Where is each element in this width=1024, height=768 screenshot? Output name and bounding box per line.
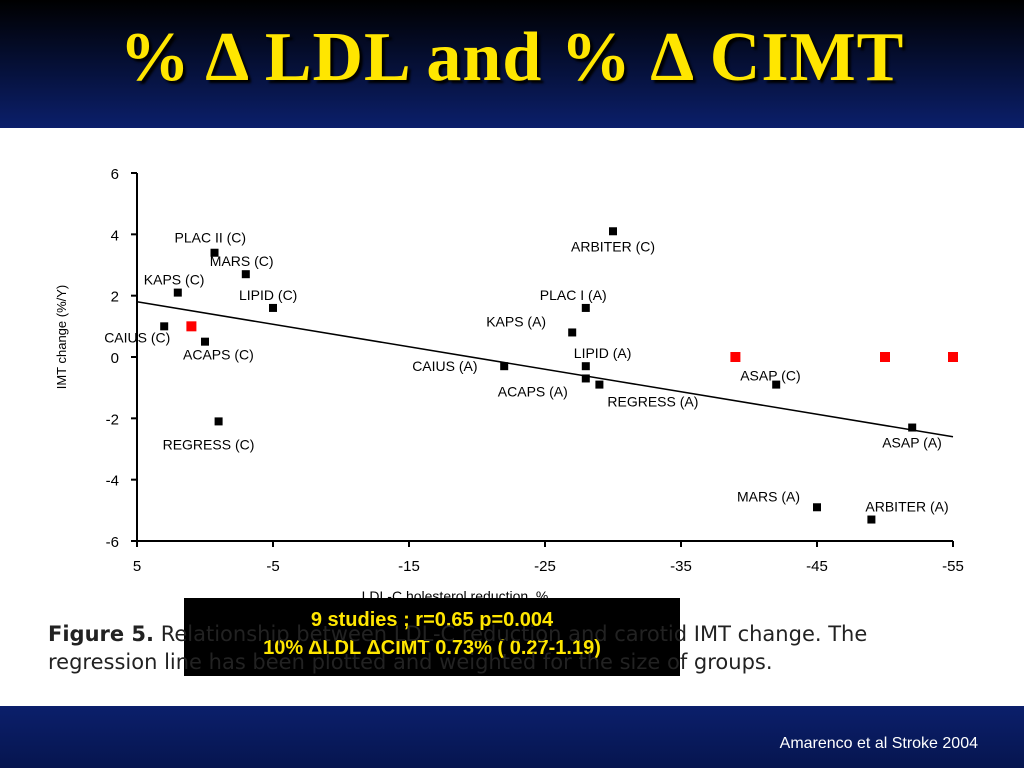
data-point [500, 362, 509, 371]
highlighted-point [186, 321, 197, 332]
data-point-label: ACAPS (A) [498, 383, 568, 399]
x-tick-label: -35 [670, 558, 692, 575]
stats-line-2: 10% ΔLDL ΔCIMT 0.73% ( 0.27-1.19) [263, 637, 601, 659]
data-point [160, 322, 169, 331]
data-point [772, 380, 781, 389]
data-point-label: REGRESS (C) [163, 436, 255, 452]
data-point [214, 417, 223, 426]
title-bar [0, 0, 1024, 128]
x-tick-label: -15 [398, 558, 420, 575]
slide-title: % Δ LDL and % Δ CIMT [119, 19, 905, 96]
figure-caption: Figure 5. Relationship between LDL-C red… [48, 620, 978, 676]
data-point [568, 328, 577, 337]
highlighted-point [880, 352, 890, 362]
y-axis-label: IMT change (%/Y) [54, 285, 69, 390]
highlighted-point [948, 352, 958, 362]
x-tick-label: -25 [534, 558, 556, 575]
data-point [241, 270, 250, 279]
footer-bar [0, 706, 1024, 768]
data-point-label: CAIUS (C) [104, 329, 170, 345]
data-point-label: ASAP (C) [740, 368, 800, 384]
y-tick-label: 4 [111, 227, 119, 244]
highlighted-point [730, 352, 741, 362]
y-tick-label: -6 [106, 534, 119, 551]
data-point-label: KAPS (A) [486, 313, 546, 329]
data-point [581, 374, 590, 383]
stats-line-1: 9 studies ; r=0.65 p=0.004 [310, 609, 554, 631]
data-point [595, 380, 604, 389]
stats-annotation-box: 9 studies ; r=0.65 p=0.004 10% ΔLDL ΔCIM… [184, 598, 680, 676]
data-point-label: LIPID (A) [574, 345, 632, 361]
y-tick-label: -2 [106, 411, 119, 428]
x-tick-label: 5 [133, 558, 141, 575]
data-point [210, 248, 219, 257]
data-point [867, 515, 876, 524]
data-point-label: ARBITER (A) [865, 499, 948, 515]
data-point [813, 503, 821, 512]
data-point-label: REGRESS (A) [607, 394, 698, 410]
caption-text: Relationship between LDL-C reduction and… [48, 622, 868, 674]
citation: Amarenco et al Stroke 2004 [779, 735, 978, 752]
slide-content: 6 4 2 0 -2 -4 -6 5 -5 -15 -25 -35 -45 -55 LDL-C holest… [0, 128, 1024, 706]
x-tick-label: -5 [266, 558, 279, 575]
data-point [581, 303, 590, 312]
data-point-label: ACAPS (C) [183, 347, 254, 363]
y-tick-label: -4 [106, 473, 119, 490]
data-point [269, 303, 277, 312]
regression-line [136, 301, 954, 438]
data-point [201, 337, 209, 346]
y-tick-label: 6 [111, 166, 119, 183]
data-point-label: ASAP (A) [882, 435, 942, 451]
data-point-label: CAIUS (A) [412, 358, 477, 374]
data-point [581, 362, 590, 371]
data-point [609, 227, 617, 236]
data-point-label: MARS (A) [737, 488, 800, 504]
caption-label: Figure 5. [48, 622, 155, 646]
data-point-label: PLAC I (A) [540, 287, 607, 303]
x-tick-label: -45 [806, 558, 828, 575]
data-point-label: ARBITER (C) [571, 238, 655, 254]
y-tick-label: 0 [111, 350, 119, 367]
data-point-label: PLAC II (C) [175, 230, 247, 246]
data-point-label: LIPID (C) [239, 287, 297, 303]
data-point-label: KAPS (C) [144, 272, 205, 288]
data-point-label: MARS (C) [210, 253, 274, 269]
y-tick-label: 2 [111, 289, 119, 306]
data-point [908, 423, 917, 432]
x-tick-label: -55 [942, 558, 964, 575]
data-point [173, 288, 182, 297]
